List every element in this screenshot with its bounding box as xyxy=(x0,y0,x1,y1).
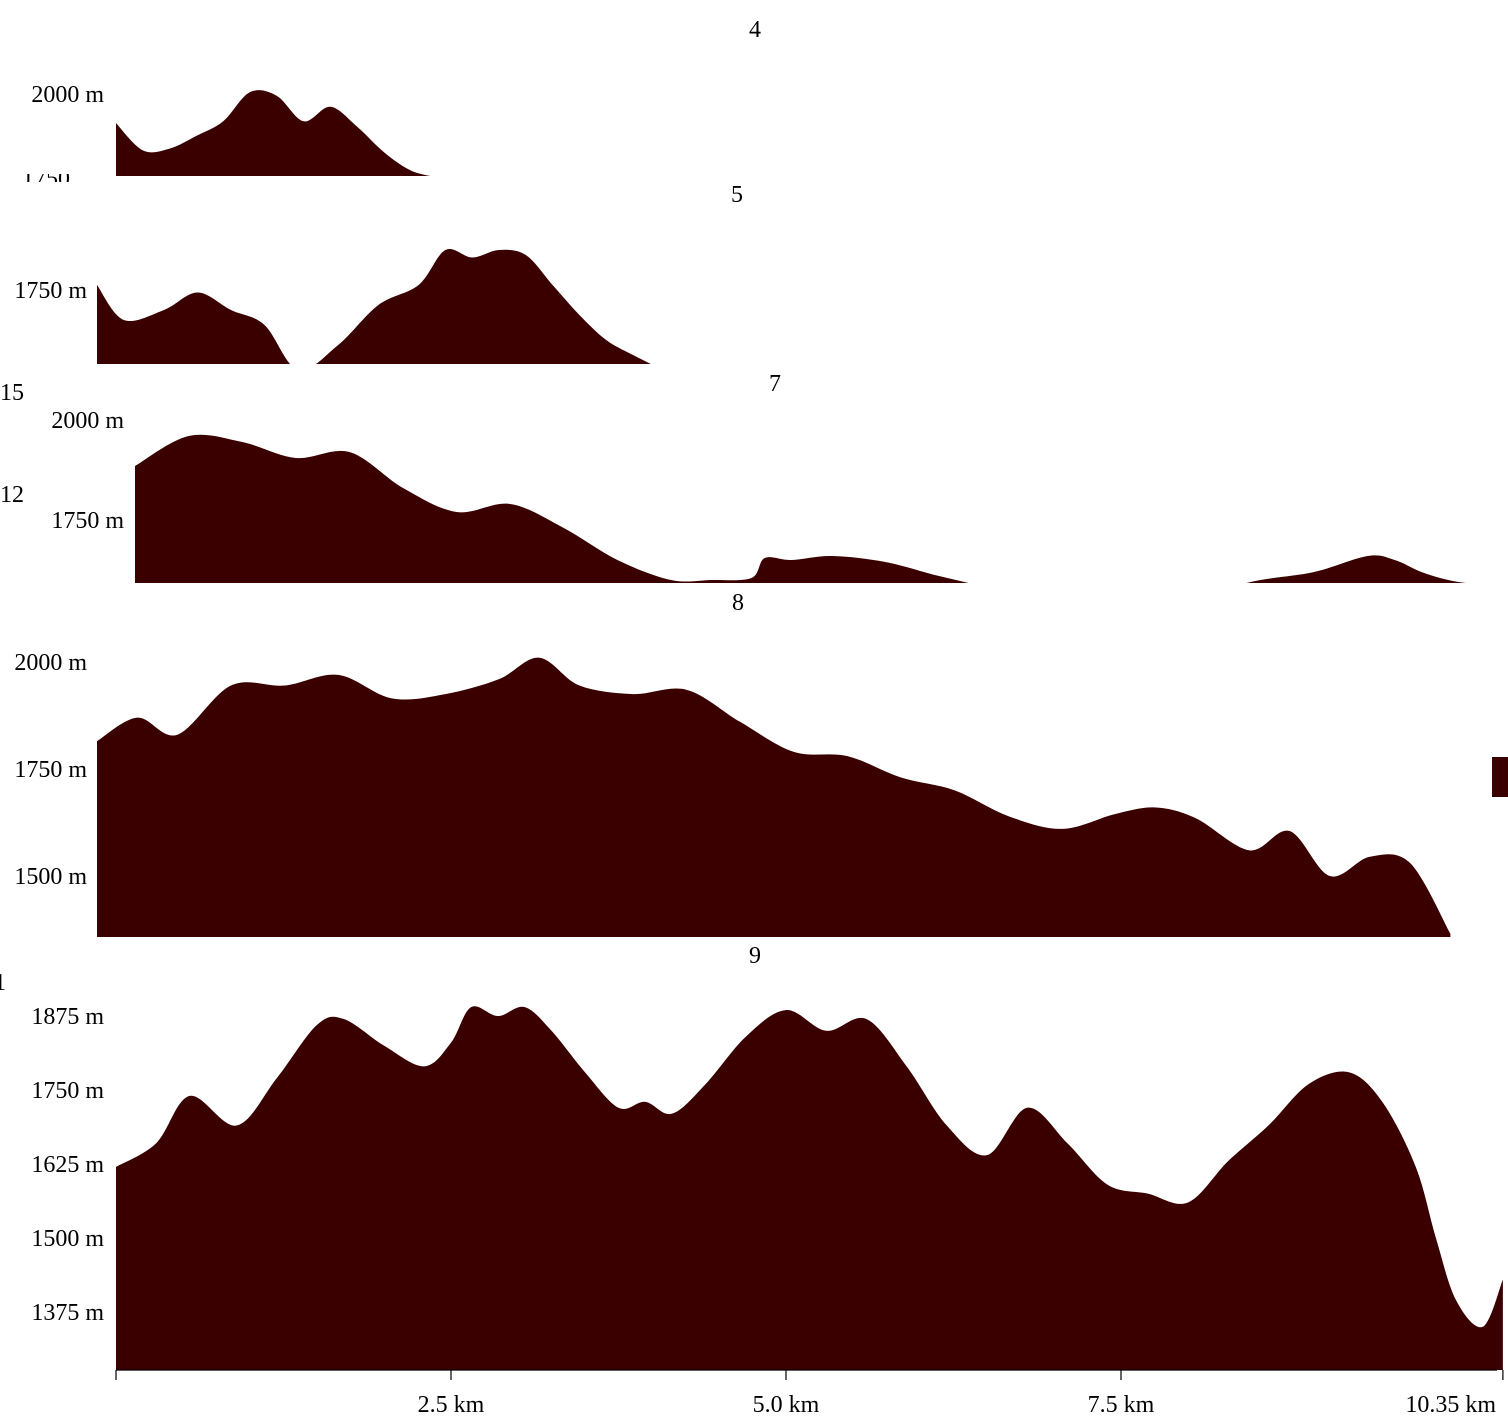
elevation-panel-7: 7 2000 m 1750 m xyxy=(51,371,1508,583)
panel-title: 7 xyxy=(769,371,781,397)
panel-title: 9 xyxy=(749,943,761,969)
x-tick-label: 7.5 km xyxy=(1088,1392,1155,1418)
panel-title: 5 xyxy=(731,182,743,208)
y-tick-label: 1750 m xyxy=(31,1078,104,1104)
y-tick-label: 1500 m xyxy=(31,1226,104,1252)
partial-label: 12 xyxy=(0,482,24,508)
elevation-area xyxy=(135,434,1508,583)
elevation-panel-5: 5 1750 m xyxy=(14,182,743,364)
elevation-area xyxy=(116,1006,1503,1370)
y-tick-label: 2000 m xyxy=(31,82,104,108)
elevation-area xyxy=(97,249,674,364)
y-tick-label: 2000 m xyxy=(14,650,87,676)
x-axis: 2.5 km 5.0 km 7.5 km 10.35 km xyxy=(115,1369,1504,1418)
elevation-panel-8: 8 2000 m 1750 m 1500 m xyxy=(14,590,1451,937)
x-tick-label: 5.0 km xyxy=(753,1392,820,1418)
y-tick-label: 1750 m xyxy=(14,757,87,783)
y-tick-label: 1625 m xyxy=(31,1152,104,1178)
partial-label: 15 xyxy=(0,380,24,406)
y-tick-label: 1375 m xyxy=(31,1300,104,1326)
y-tick-label: 1750 m xyxy=(51,508,124,534)
elevation-panel-9: 9 1875 m 1750 m 1625 m 1500 m 1375 m xyxy=(31,943,1503,1370)
elevation-area xyxy=(116,90,456,176)
y-tick-label: 2000 m xyxy=(51,408,124,434)
y-tick-label: 1875 m xyxy=(31,1004,104,1030)
x-tick-label: 10.35 km xyxy=(1405,1392,1496,1418)
panel-title: 4 xyxy=(749,17,761,43)
partial-label: 1750 xyxy=(22,166,70,192)
y-tick-label: 1750 m xyxy=(14,278,87,304)
edge-fragment xyxy=(1492,757,1508,797)
x-tick-label: 2.5 km xyxy=(418,1392,485,1418)
partial-label: 1 xyxy=(0,970,6,996)
elevation-area xyxy=(97,657,1451,937)
panel-title: 8 xyxy=(732,590,744,616)
y-tick-label: 1500 m xyxy=(14,864,87,890)
elevation-panel-4: 4 2000 m xyxy=(31,17,761,176)
